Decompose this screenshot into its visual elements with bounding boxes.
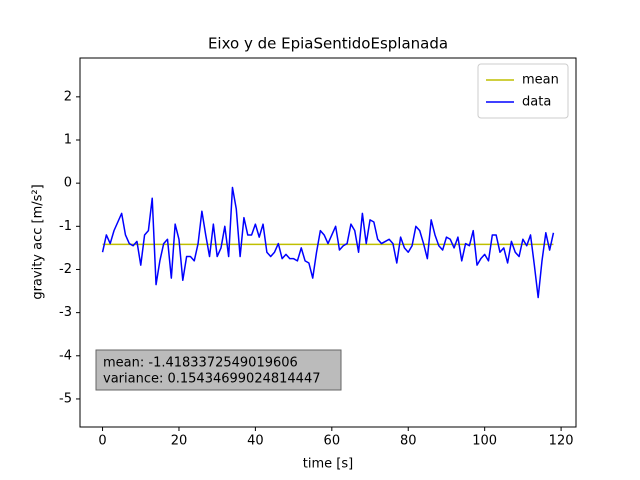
x-tick-label: 120 [549, 434, 574, 449]
y-tick-label: -5 [59, 391, 72, 406]
chart-title: Eixo y de EpiaSentidoEsplanada [208, 35, 448, 53]
x-tick-label: 40 [247, 434, 264, 449]
x-tick-label: 100 [472, 434, 497, 449]
y-tick-label: 1 [64, 133, 72, 148]
annotation-box [95, 349, 342, 391]
x-tick-label: 60 [324, 434, 341, 449]
plot-frame [79, 57, 577, 428]
data-line [101, 186, 555, 299]
x-tick-label: 0 [98, 434, 106, 449]
annotation-text: variance: 0.15434699024814447 [103, 372, 321, 387]
legend-box [477, 63, 569, 119]
y-tick-label: -4 [59, 348, 72, 363]
x-tick-label: 80 [400, 434, 417, 449]
annotation-text: mean: -1.4183372549019606 [103, 356, 298, 371]
y-tick-label: -2 [59, 262, 72, 277]
y-tick-label: -1 [59, 219, 72, 234]
x-tick-label: 20 [171, 434, 188, 449]
y-tick-label: 0 [64, 176, 72, 191]
legend-label: mean [522, 73, 559, 88]
y-axis-label: gravity acc [m/s²] [31, 184, 46, 299]
y-tick-label: -3 [59, 305, 72, 320]
x-axis-label: time [s] [303, 457, 353, 472]
legend-label: data [522, 95, 551, 110]
y-tick-label: 2 [64, 89, 72, 104]
